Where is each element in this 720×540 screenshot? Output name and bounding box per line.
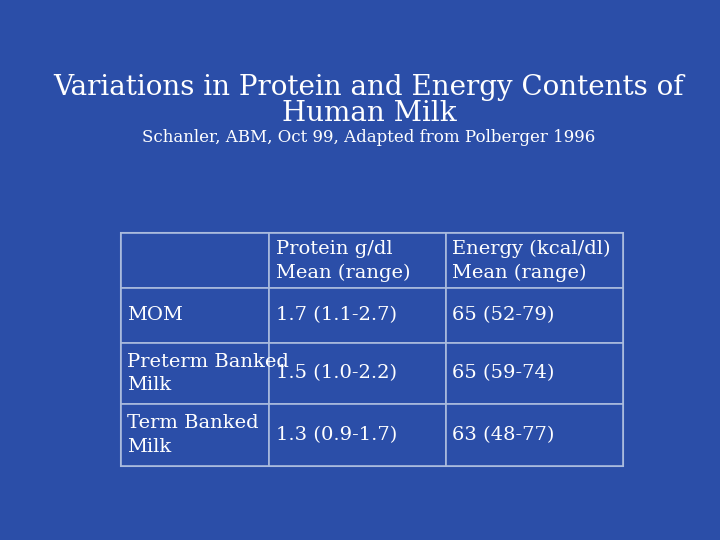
Bar <box>121 233 623 466</box>
Text: 65 (52-79): 65 (52-79) <box>452 306 554 325</box>
Text: Preterm Banked
Milk: Preterm Banked Milk <box>127 353 289 394</box>
Bar <box>446 233 623 288</box>
Bar <box>446 404 623 466</box>
Text: Term Banked
Milk: Term Banked Milk <box>127 414 259 456</box>
Text: 65 (59-74): 65 (59-74) <box>452 364 554 382</box>
Text: Variations in Protein and Energy Contents of: Variations in Protein and Energy Content… <box>54 74 684 101</box>
Text: Schanler, ABM, Oct 99, Adapted from Polberger 1996: Schanler, ABM, Oct 99, Adapted from Polb… <box>143 129 595 146</box>
Bar <box>269 404 446 466</box>
Bar <box>446 343 623 404</box>
Bar <box>269 233 446 288</box>
Bar <box>121 288 269 343</box>
Bar <box>121 404 269 466</box>
Text: Protein g/dl
Mean (range): Protein g/dl Mean (range) <box>276 240 410 281</box>
Bar <box>121 233 269 288</box>
Bar <box>446 288 623 343</box>
Bar <box>121 343 269 404</box>
Bar <box>269 343 446 404</box>
Text: 63 (48-77): 63 (48-77) <box>452 426 554 444</box>
Text: 1.5 (1.0-2.2): 1.5 (1.0-2.2) <box>276 364 397 382</box>
Text: Energy (kcal/dl)
Mean (range): Energy (kcal/dl) Mean (range) <box>452 239 611 282</box>
Text: MOM: MOM <box>127 306 184 325</box>
Text: Human Milk: Human Milk <box>282 100 456 127</box>
Text: 1.3 (0.9-1.7): 1.3 (0.9-1.7) <box>276 426 397 444</box>
Text: 1.7 (1.1-2.7): 1.7 (1.1-2.7) <box>276 306 397 325</box>
Bar <box>269 288 446 343</box>
